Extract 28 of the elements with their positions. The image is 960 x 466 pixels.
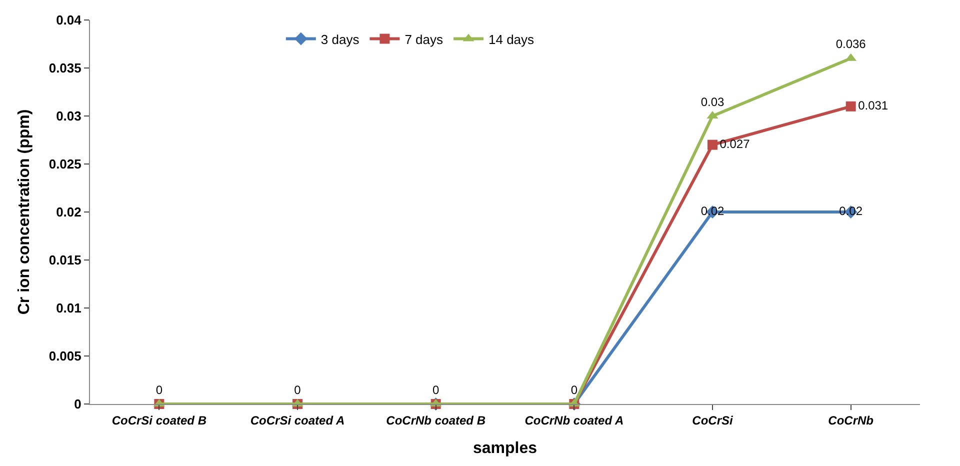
data-label: 0.027 bbox=[720, 136, 750, 151]
y-tick-label: 0.005 bbox=[48, 348, 82, 364]
legend-label: 14 days bbox=[488, 32, 535, 47]
x-tick-label: CoCrSi coated B bbox=[112, 413, 207, 428]
y-tick-label: 0 bbox=[74, 396, 82, 412]
x-tick-label: CoCrNb coated A bbox=[524, 413, 624, 428]
data-label: 0.031 bbox=[858, 98, 888, 112]
y-tick-label: 0.04 bbox=[56, 12, 82, 28]
data-label: 0 bbox=[432, 382, 440, 397]
data-label: 0 bbox=[156, 382, 163, 397]
data-label: 0 bbox=[294, 382, 302, 397]
x-tick-label: CoCrSi bbox=[692, 413, 734, 428]
x-tick-label: CoCrNb coated B bbox=[386, 413, 486, 428]
y-tick-label: 0.02 bbox=[56, 204, 82, 220]
y-tick-label: 0.035 bbox=[48, 60, 82, 76]
legend-label: 7 days bbox=[404, 32, 444, 47]
y-tick-label: 0.025 bbox=[48, 156, 82, 172]
data-label: 0.03 bbox=[700, 94, 724, 109]
y-tick-label: 0.015 bbox=[48, 252, 82, 268]
data-label: 0 bbox=[570, 382, 578, 397]
y-tick-label: 0.03 bbox=[56, 108, 82, 124]
x-axis-title: samples bbox=[472, 440, 538, 458]
data-label: 0.036 bbox=[836, 37, 866, 52]
legend-label: 3 days bbox=[320, 32, 360, 47]
x-tick-label: CoCrSi coated A bbox=[250, 413, 345, 428]
y-axis-title: Cr ion concentration (ppm) bbox=[16, 109, 33, 315]
y-tick-label: 0.01 bbox=[56, 300, 82, 316]
x-tick-label: CoCrNb bbox=[828, 413, 874, 428]
